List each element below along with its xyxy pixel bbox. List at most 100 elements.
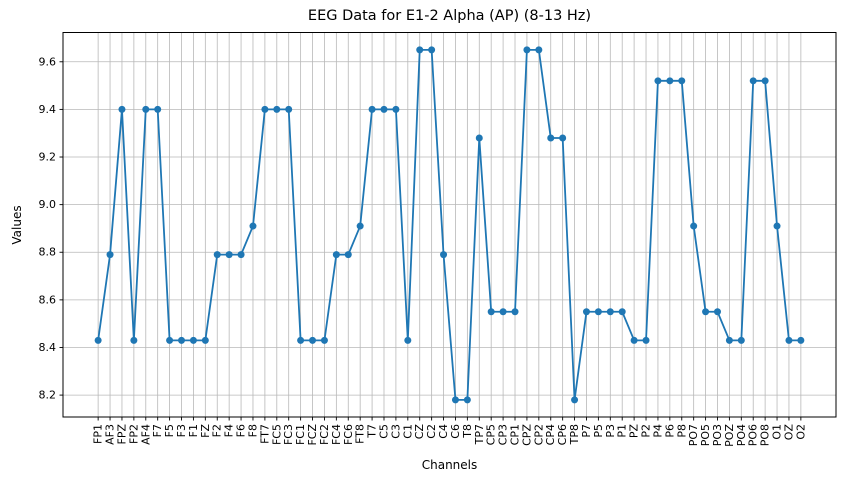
x-tick-label: FP1	[92, 424, 105, 444]
data-point	[320, 336, 328, 344]
x-tick-label: F2	[211, 424, 224, 437]
x-tick-label: AF4	[139, 424, 152, 445]
data-point	[594, 308, 602, 316]
y-tick-label: 9.6	[39, 55, 57, 68]
x-tick-label: FT7	[258, 424, 271, 444]
data-point	[344, 251, 352, 259]
x-tick-label: P7	[580, 424, 593, 438]
x-tick-label: C5	[377, 424, 390, 439]
data-point	[249, 222, 257, 230]
x-tick-label: OZ	[782, 424, 795, 441]
x-tick-label: PO8	[759, 424, 772, 446]
data-point	[154, 105, 162, 113]
x-tick-label: FC3	[282, 424, 295, 445]
data-point	[201, 336, 209, 344]
x-tick-label: F1	[187, 424, 200, 437]
data-point	[94, 336, 102, 344]
y-tick-label: 9.2	[39, 151, 57, 164]
x-tick-label: AF3	[104, 424, 117, 445]
data-point	[451, 396, 459, 404]
x-tick-label: CP6	[556, 424, 569, 445]
data-point	[666, 77, 674, 85]
data-point	[749, 77, 757, 85]
x-tick-label: CP3	[497, 424, 510, 445]
data-point	[547, 134, 555, 142]
x-tick-label: P6	[663, 424, 676, 438]
data-point	[416, 46, 424, 54]
data-point	[118, 105, 126, 113]
x-tick-label: F5	[163, 424, 176, 437]
data-point	[713, 308, 721, 316]
data-point	[785, 336, 793, 344]
y-tick-label: 8.2	[39, 389, 57, 402]
data-point	[630, 336, 638, 344]
y-tick-label: 9.4	[39, 103, 57, 116]
data-point	[702, 308, 710, 316]
data-point	[559, 134, 567, 142]
x-tick-label: C2	[425, 424, 438, 439]
x-tick-label: P1	[616, 424, 629, 438]
data-point	[571, 396, 579, 404]
x-tick-label: POZ	[723, 424, 736, 447]
data-point	[261, 105, 269, 113]
data-point	[654, 77, 662, 85]
x-tick-label: FC1	[294, 424, 307, 445]
x-tick-label: P5	[592, 424, 605, 438]
data-point	[737, 336, 745, 344]
x-tick-label: CP2	[532, 424, 545, 445]
axes-spines	[62, 32, 837, 418]
data-point	[213, 251, 221, 259]
y-tick-label: 9.0	[39, 198, 57, 211]
x-tick-label: FC5	[270, 424, 283, 445]
x-tick-label: P2	[640, 424, 653, 438]
y-tick-label: 8.8	[39, 246, 57, 259]
data-point	[511, 308, 519, 316]
x-axis-label: Channels	[421, 458, 478, 472]
x-tick-label: CP4	[544, 424, 557, 445]
data-point	[225, 251, 233, 259]
x-tick-label: F4	[223, 424, 236, 437]
x-tick-label: O2	[794, 424, 807, 440]
data-point	[475, 134, 483, 142]
data-point	[332, 251, 340, 259]
data-point	[606, 308, 614, 316]
x-tick-label: P4	[651, 424, 664, 438]
data-point	[106, 251, 114, 259]
x-tick-label: F8	[246, 424, 259, 437]
x-tick-label: FC4	[330, 424, 343, 445]
x-tick-label: CP5	[485, 424, 498, 445]
x-tick-label: T7	[366, 424, 379, 439]
x-tick-label: FCZ	[306, 424, 319, 446]
x-tick-label: PZ	[628, 424, 641, 439]
x-tick-label: PO7	[687, 424, 700, 446]
x-tick-label: PO5	[699, 424, 712, 446]
data-point	[392, 105, 400, 113]
data-point	[618, 308, 626, 316]
x-tick-label: CZ	[413, 424, 426, 440]
x-tick-label: F7	[151, 424, 164, 437]
x-tick-label: F6	[235, 424, 248, 437]
data-point	[189, 336, 197, 344]
data-point	[166, 336, 174, 344]
x-tick-label: C3	[389, 424, 402, 439]
y-tick-label: 8.4	[39, 341, 57, 354]
data-point	[582, 308, 590, 316]
data-point	[725, 336, 733, 344]
x-tick-label: C1	[401, 424, 414, 439]
data-point	[273, 105, 281, 113]
data-point	[761, 77, 769, 85]
data-point	[523, 46, 531, 54]
data-point	[380, 105, 388, 113]
data-point	[773, 222, 781, 230]
data-line	[97, 48, 802, 401]
x-tick-label: C6	[449, 424, 462, 439]
x-tick-label: FC6	[342, 424, 355, 445]
x-tick-label: FP2	[127, 424, 140, 444]
data-point	[499, 308, 507, 316]
data-point	[368, 105, 376, 113]
x-tick-label: F3	[175, 424, 188, 437]
x-tick-label: FC2	[318, 424, 331, 445]
x-tick-label: PO6	[747, 424, 760, 446]
x-tick-label: P8	[675, 424, 688, 438]
x-tick-label: TP8	[568, 424, 581, 445]
